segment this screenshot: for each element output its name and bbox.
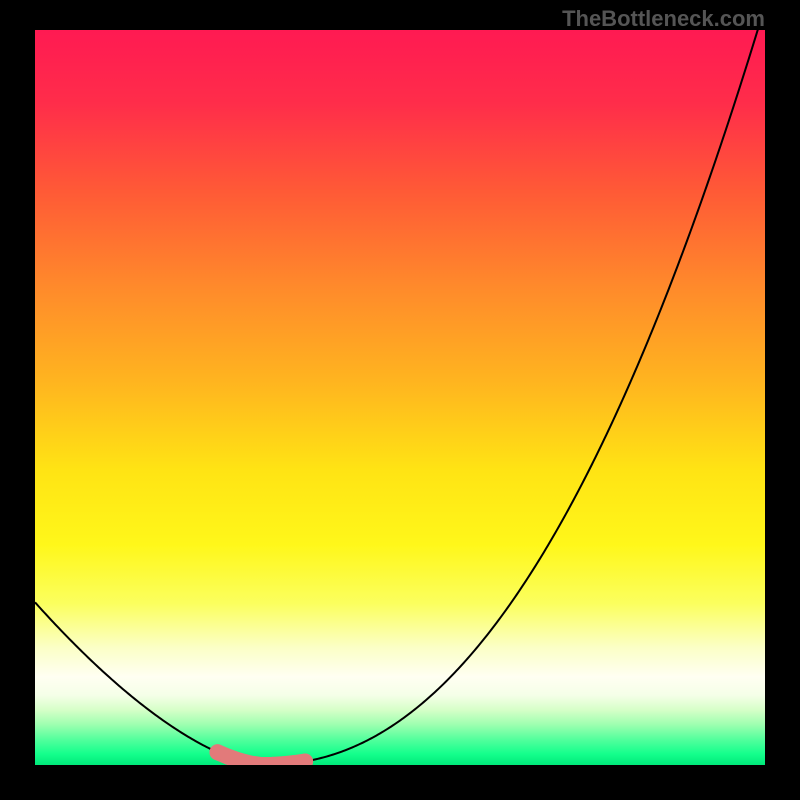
curve-markers	[35, 30, 765, 765]
watermark-text: TheBottleneck.com	[562, 6, 765, 32]
chart-stage: TheBottleneck.com	[0, 0, 800, 800]
plot-area	[35, 30, 765, 765]
